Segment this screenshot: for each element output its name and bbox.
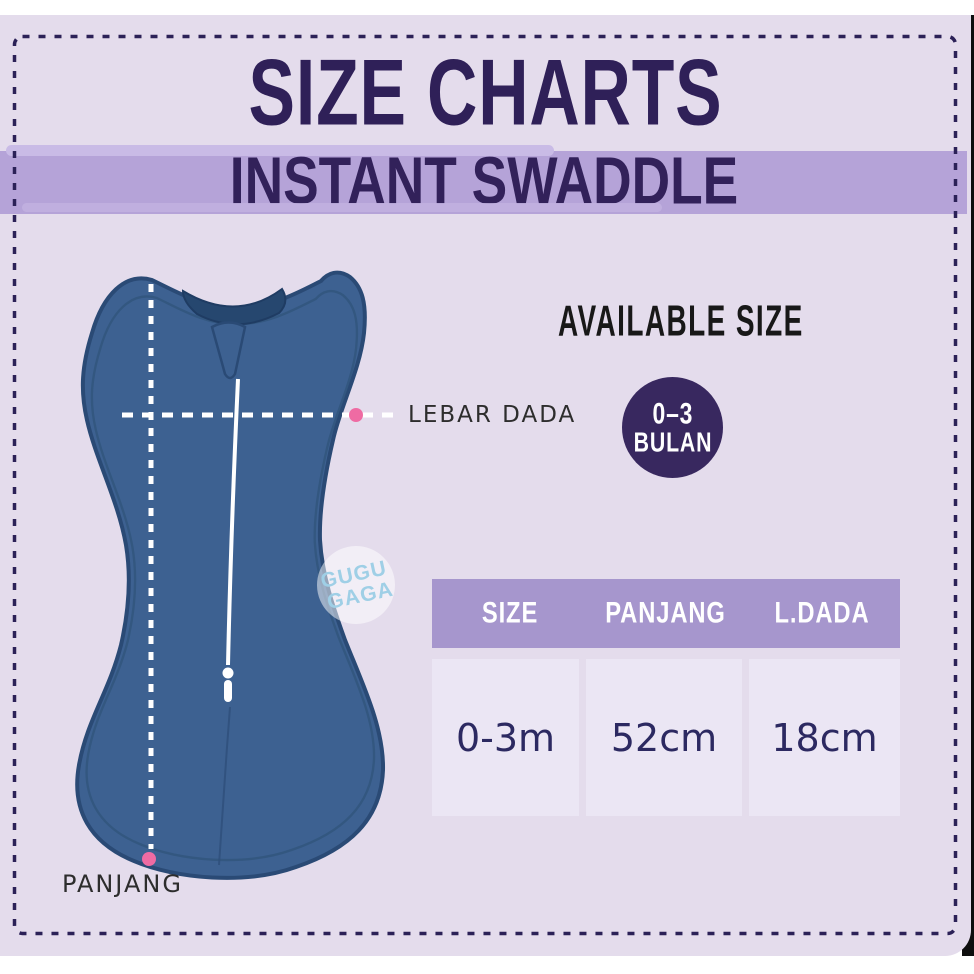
column-header-panjang: PANJANG [588,596,744,630]
column-header-size: SIZE [432,596,588,630]
length-measure-dot [142,852,156,866]
column-header-panjang-text: PANJANG [605,596,727,630]
zipper-pull-top [222,667,234,679]
table-cell-size: 0-3m [432,659,579,816]
swaddle-illustration: GUGU GAGA [75,270,396,880]
column-header-ldada-text: L.DADA [774,596,870,630]
page-title: SIZE CHARTS [0,45,971,139]
zipper-pull [224,680,232,702]
chest-width-label: LEBAR DADA [408,402,577,428]
size-table-header: SIZE PANJANG L.DADA [432,579,900,648]
table-cell-panjang: 52cm [586,659,742,816]
chest-measure-dot [349,408,363,422]
page-title-text: SIZE CHARTS [248,39,723,145]
brush-stroke-band: INSTANT SWADDLE [0,143,967,218]
page-subtitle: INSTANT SWADDLE [229,143,738,218]
column-header-size-text: SIZE [481,596,539,630]
available-size-heading: AVAILABLE SIZE [558,297,909,345]
table-cell-ldada: 18cm [749,659,900,816]
size-badge: 0–3 BULAN [622,377,723,478]
column-header-ldada: L.DADA [744,596,900,630]
length-label: PANJANG [62,870,183,898]
size-badge-unit: BULAN [633,425,712,458]
size-badge-range: 0–3 [652,397,693,430]
available-size-heading-text: AVAILABLE SIZE [558,297,804,346]
